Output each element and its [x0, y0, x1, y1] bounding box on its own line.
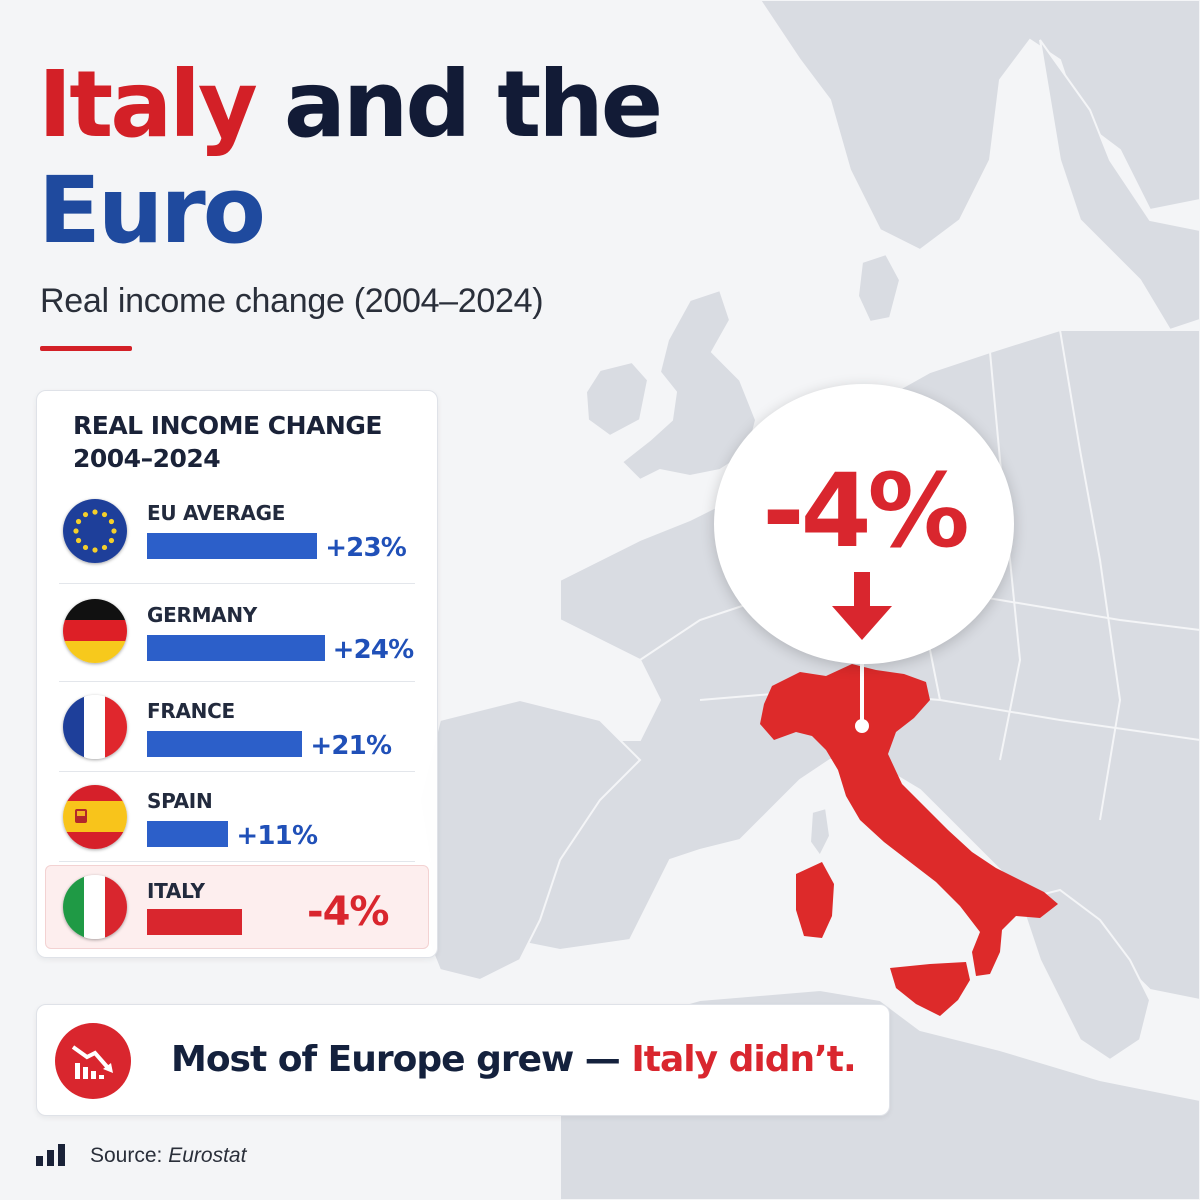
income-change-card: REAL INCOME CHANGE 2004–2024 EU AVERAGE … [36, 390, 438, 958]
eu-star [82, 511, 89, 518]
eu-star [111, 528, 117, 534]
spain-flag-icon [63, 785, 127, 849]
title-word-and-the: and the [283, 51, 663, 158]
value-france: +21% [310, 731, 392, 761]
chart-title: REAL INCOME CHANGE 2004–2024 [73, 411, 382, 473]
row-divider [59, 583, 415, 584]
callout-value: -4% [762, 452, 970, 571]
source-name: Eurostat [168, 1144, 247, 1167]
takeaway-text: Most of Europe grew — Italy didn’t. [171, 1039, 857, 1080]
eu-star [92, 547, 98, 553]
source-prefix: Source: [90, 1144, 169, 1167]
italy-flag-icon [63, 875, 127, 939]
value-germany: +24% [332, 635, 415, 665]
eu-star [108, 518, 115, 525]
value-eu-average: +23% [325, 533, 407, 563]
label-italy: ITALY [147, 879, 205, 903]
takeaway-highlight: Italy didn’t. [631, 1039, 856, 1080]
main-title: Italy and the Euro [38, 51, 663, 264]
eu-star [75, 518, 82, 525]
row-divider [59, 861, 415, 862]
row-divider [59, 681, 415, 682]
takeaway-banner: Most of Europe grew — Italy didn’t. [36, 1004, 890, 1116]
title-word-italy: Italy [38, 51, 258, 158]
subtitle: Real income change (2004–2024) [40, 282, 544, 320]
title-word-euro: Euro [38, 157, 266, 264]
eu-star [75, 537, 82, 544]
callout-pin [855, 660, 869, 733]
germany-flag-icon [63, 599, 127, 663]
eu-star [101, 511, 108, 518]
eu-star [73, 528, 79, 534]
eu-star [101, 544, 108, 551]
label-eu-average: EU AVERAGE [147, 501, 286, 525]
label-spain: SPAIN [147, 789, 213, 813]
bar-eu-average [147, 533, 318, 559]
declining-chart-icon [55, 1023, 131, 1099]
italy-shape [760, 664, 1058, 1016]
bar-germany [147, 635, 325, 661]
italy-callout-bubble: -4% [714, 384, 1014, 664]
eu-star [92, 509, 98, 515]
eu-flag-icon [63, 499, 127, 563]
label-france: FRANCE [147, 699, 235, 723]
bar-spain [147, 821, 229, 847]
eu-star [108, 537, 115, 544]
source-text: Source: Eurostat [90, 1144, 246, 1168]
eu-star [82, 544, 89, 551]
bar-italy [147, 909, 242, 935]
label-germany: GERMANY [147, 603, 257, 627]
value-spain: +11% [236, 821, 318, 851]
arrow-down-icon [832, 572, 892, 640]
takeaway-main: Most of Europe grew — [171, 1039, 632, 1080]
bar-chart-icon [36, 1144, 65, 1166]
value-italy: -4% [307, 889, 390, 935]
row-divider [59, 771, 415, 772]
accent-divider [40, 346, 132, 351]
france-flag-icon [63, 695, 127, 759]
bar-france [147, 731, 303, 757]
